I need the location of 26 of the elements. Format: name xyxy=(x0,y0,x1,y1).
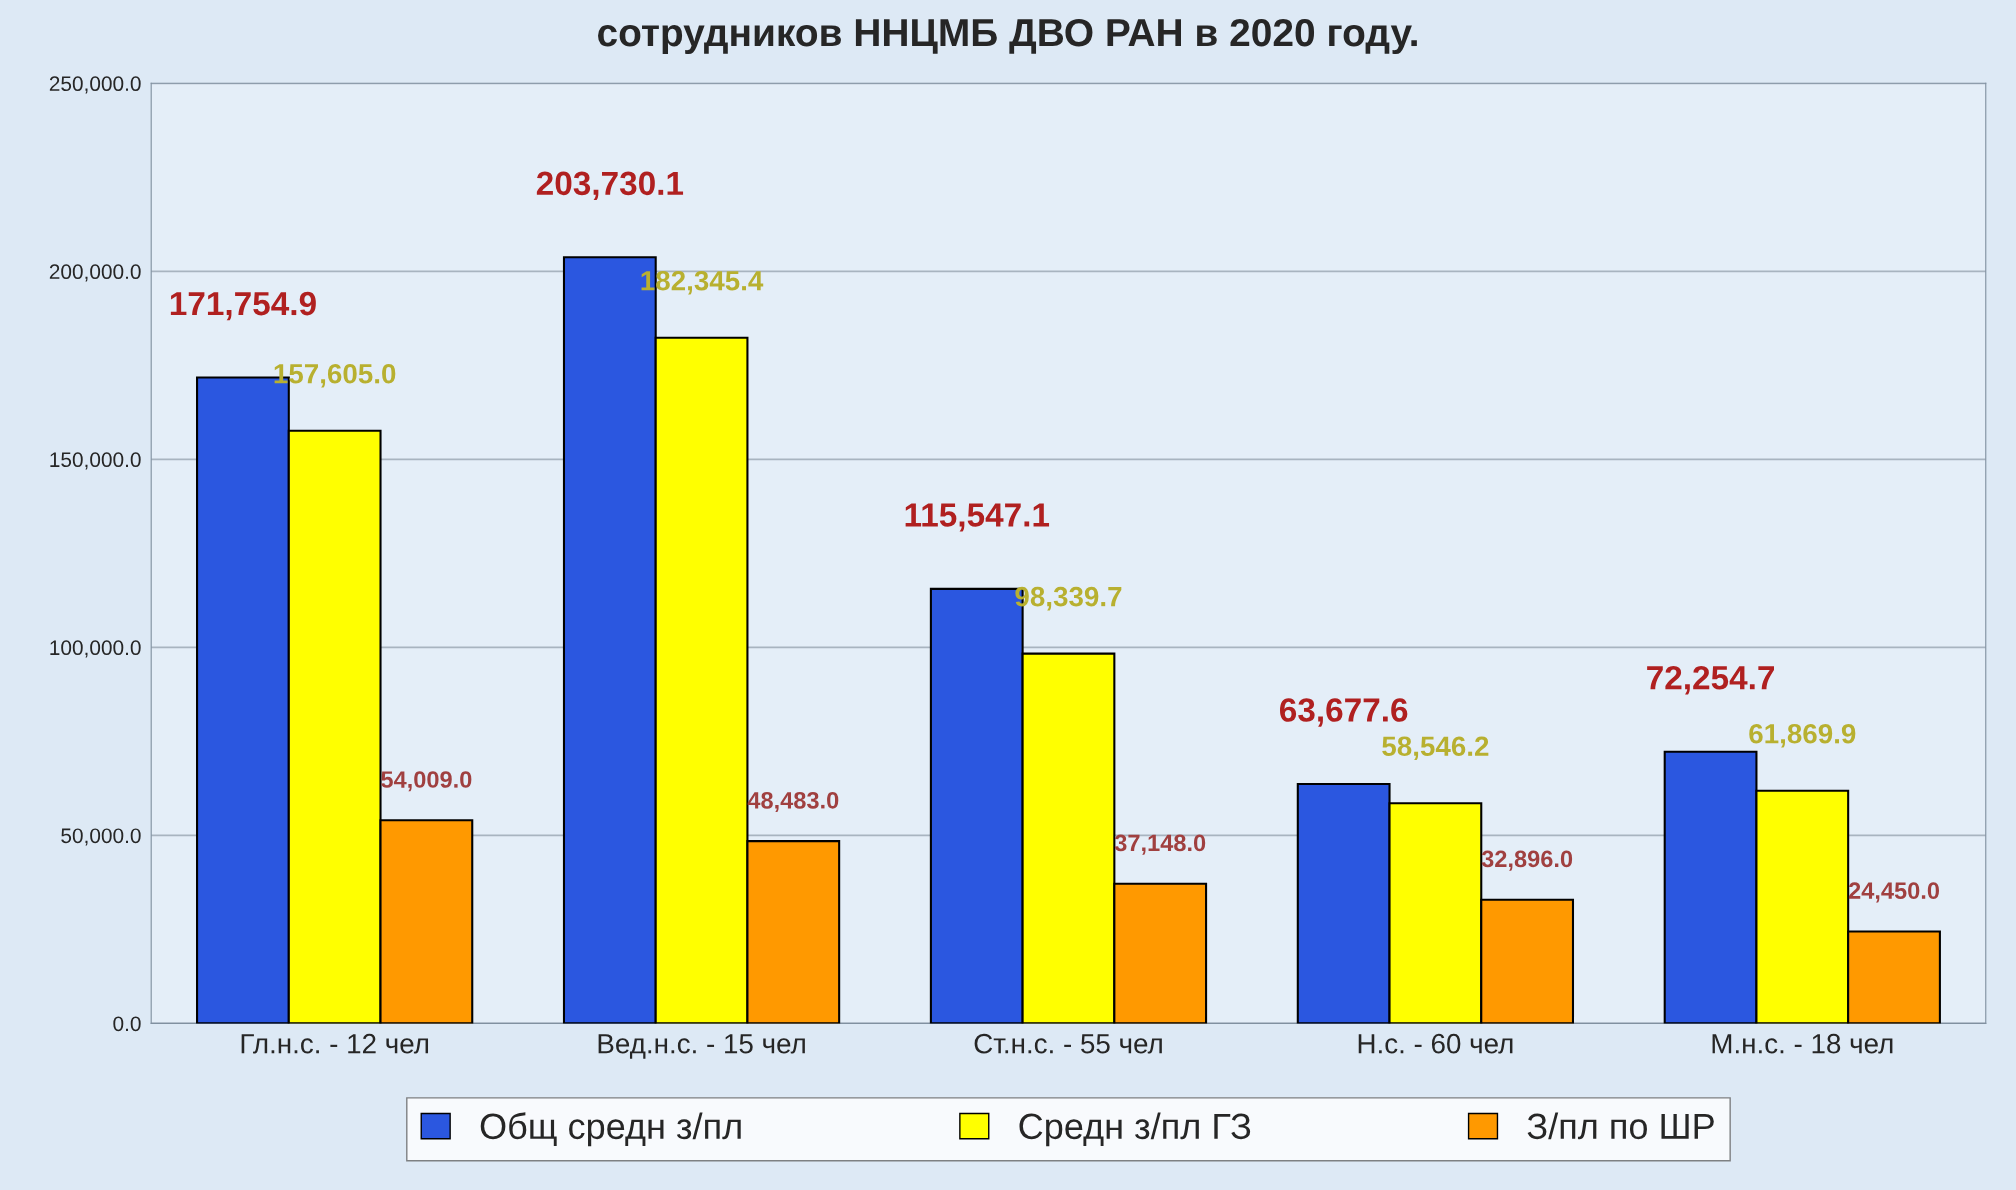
chart-title: сотрудников ННЦМБ ДВО РАН в 2020 году. xyxy=(598,18,1417,55)
x-tick-label: Н.с. - 60 чел xyxy=(1358,1033,1513,1054)
data-label: 58,546.2 xyxy=(1382,736,1489,761)
y-tick-label: 200,000.0 xyxy=(49,264,141,282)
legend-label: З/пл по ШР xyxy=(1527,1112,1714,1140)
x-tick-label: Ст.н.с. - 55 чел xyxy=(974,1033,1162,1054)
y-tick-label: 0.0 xyxy=(113,1016,141,1032)
data-label: 24,450.0 xyxy=(1848,882,1940,903)
data-label: 115,547.1 xyxy=(905,503,1050,532)
data-label: 63,677.6 xyxy=(1280,698,1408,727)
data-label: 32,896.0 xyxy=(1481,850,1573,871)
data-label: 72,254.7 xyxy=(1647,665,1774,695)
x-tick-label: Гл.н.с. - 12 чел xyxy=(241,1033,429,1054)
data-label: 61,869.9 xyxy=(1749,723,1856,748)
x-tick-label: Вед.н.с. - 15 чел xyxy=(598,1034,805,1059)
data-label: 157,605.0 xyxy=(274,363,396,388)
legend-label: Общ средн з/пл xyxy=(480,1112,741,1147)
y-tick-label: 250,000.0 xyxy=(49,76,141,94)
data-label: 37,148.0 xyxy=(1114,834,1206,855)
y-tick-label: 100,000.0 xyxy=(50,640,141,658)
y-tick-label: 50,000.0 xyxy=(61,828,141,846)
data-label: 203,730.1 xyxy=(536,171,684,200)
y-tick-label: 150,000.0 xyxy=(50,452,141,470)
x-tick-label: М.н.с. - 18 чел xyxy=(1712,1033,1893,1054)
data-label: 171,754.9 xyxy=(170,291,316,321)
legend-label: Средн з/пл ГЗ xyxy=(1019,1112,1251,1147)
